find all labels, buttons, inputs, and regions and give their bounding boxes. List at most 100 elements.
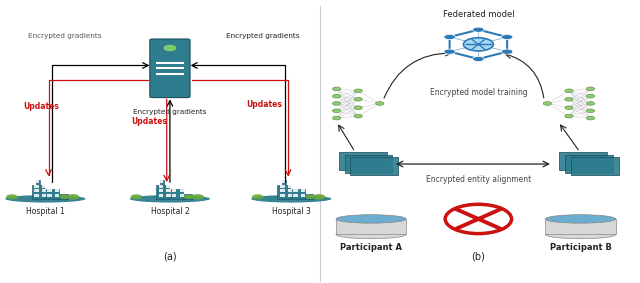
Bar [172,194,177,197]
Circle shape [252,194,264,200]
Text: Hospital 3: Hospital 3 [272,207,310,216]
Bar [282,180,286,185]
Bar [280,189,285,192]
Text: Updates: Updates [132,117,168,126]
Circle shape [564,89,573,93]
Circle shape [586,102,595,105]
Ellipse shape [5,195,86,203]
Ellipse shape [336,230,406,239]
Bar [172,185,177,188]
Circle shape [354,89,362,93]
Bar [166,194,171,197]
Circle shape [313,194,325,200]
Bar [34,180,38,183]
Circle shape [445,204,511,233]
Ellipse shape [545,215,616,223]
Bar [47,185,52,188]
Text: Encrypted entity alignment: Encrypted entity alignment [426,175,531,184]
Circle shape [564,106,573,110]
Bar [288,180,292,183]
Circle shape [463,38,493,51]
Bar [159,185,163,188]
Bar [293,185,298,188]
Bar [166,180,171,183]
Circle shape [67,194,79,200]
Text: (b): (b) [472,252,485,262]
Circle shape [543,102,552,105]
FancyBboxPatch shape [559,152,607,170]
Ellipse shape [130,195,210,203]
Bar [34,189,38,192]
Bar [161,180,164,185]
Bar [47,189,52,192]
Text: Updates: Updates [246,100,282,110]
Bar [42,185,46,188]
FancyBboxPatch shape [45,189,59,199]
Bar [305,194,314,199]
Circle shape [586,116,595,120]
Text: Hospital 1: Hospital 1 [26,207,65,216]
FancyBboxPatch shape [31,185,44,199]
Circle shape [332,116,340,120]
Bar [280,180,285,183]
Bar [60,194,67,199]
Circle shape [444,35,456,40]
Bar [180,194,184,197]
Circle shape [586,94,595,98]
Circle shape [332,87,340,91]
Bar [166,185,171,188]
Bar [301,194,305,197]
Bar [42,189,46,192]
Circle shape [332,102,340,105]
Text: Hospital 2: Hospital 2 [150,207,189,216]
Bar [172,189,177,192]
Circle shape [131,194,142,200]
Circle shape [305,195,315,199]
Polygon shape [450,30,507,59]
Circle shape [354,106,362,110]
Circle shape [6,194,18,200]
FancyBboxPatch shape [350,157,398,175]
Text: Participant B: Participant B [550,243,611,252]
FancyBboxPatch shape [278,185,290,199]
FancyBboxPatch shape [565,155,613,173]
Text: Updates: Updates [23,102,59,111]
Text: Participant A: Participant A [340,243,402,252]
Text: (a): (a) [163,252,177,262]
Circle shape [376,102,384,105]
Ellipse shape [336,215,406,223]
Bar [55,194,60,197]
Circle shape [586,87,595,91]
Bar [55,189,60,192]
Circle shape [332,109,340,113]
Circle shape [354,114,362,118]
Bar [336,219,406,234]
Circle shape [191,194,204,200]
FancyBboxPatch shape [150,39,190,98]
Bar [288,194,292,197]
Bar [159,194,163,197]
FancyBboxPatch shape [291,189,305,199]
Text: Encrypted gradients: Encrypted gradients [28,33,101,39]
Bar [280,185,285,188]
Circle shape [60,195,69,199]
Bar [293,194,298,197]
FancyBboxPatch shape [571,157,618,175]
Circle shape [564,97,573,101]
FancyBboxPatch shape [339,152,387,170]
Circle shape [184,195,194,199]
FancyBboxPatch shape [170,189,184,199]
Bar [34,194,38,197]
FancyBboxPatch shape [156,185,169,199]
Text: Encrypted model training: Encrypted model training [429,88,527,97]
Bar [301,185,305,188]
Ellipse shape [251,195,332,203]
Bar [180,185,184,188]
Bar [288,189,292,192]
Bar [301,189,305,192]
Circle shape [472,56,484,61]
Text: Federated model: Federated model [443,10,514,19]
Bar [55,185,60,188]
Bar [42,180,46,183]
Bar [184,194,192,199]
